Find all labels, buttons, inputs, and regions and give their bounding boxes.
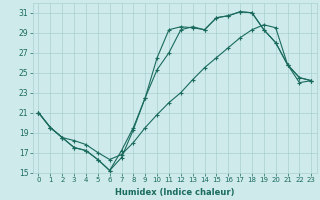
X-axis label: Humidex (Indice chaleur): Humidex (Indice chaleur) [115,188,235,197]
